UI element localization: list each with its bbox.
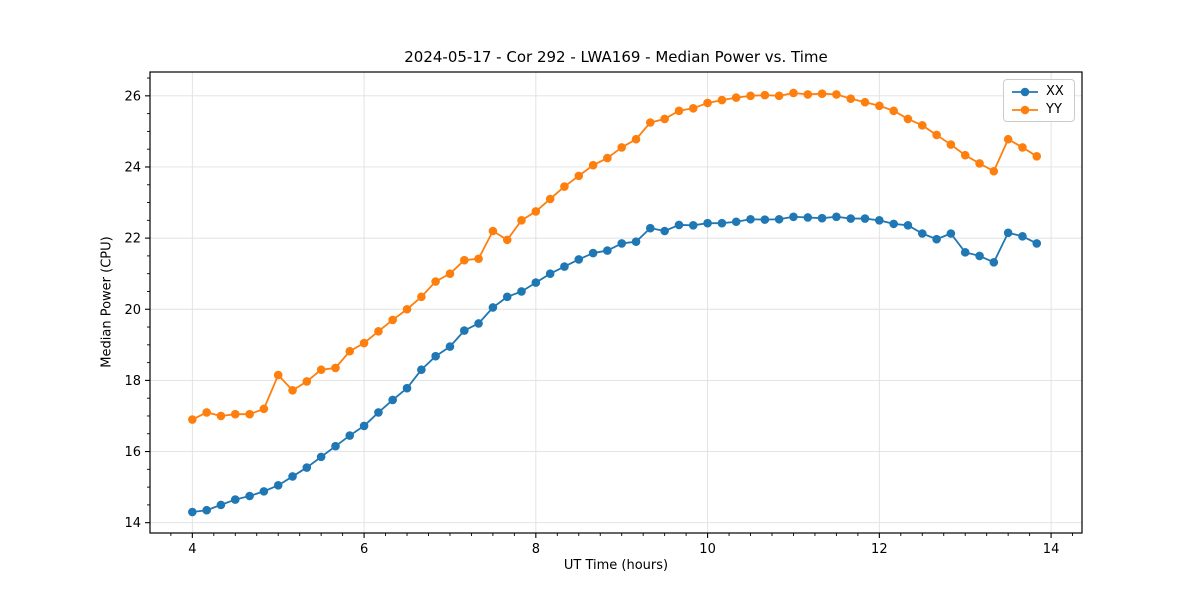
svg-text:26: 26: [124, 89, 141, 104]
gridlines: [150, 72, 1082, 533]
series-yy-markers: [188, 88, 1042, 424]
legend-item-xx: XX: [1010, 84, 1066, 99]
svg-text:14: 14: [124, 516, 141, 531]
x-tick-labels: 4 6 8 10 12 14: [188, 542, 1059, 557]
svg-text:6: 6: [360, 542, 368, 557]
svg-text:20: 20: [124, 303, 141, 318]
y-tick-labels: 14 16 18 20 22 24 26: [124, 89, 141, 531]
legend-label-xx: XX: [1046, 84, 1064, 99]
svg-text:4: 4: [188, 542, 196, 557]
svg-text:12: 12: [871, 542, 888, 557]
series-yy-swatch-icon: [1012, 105, 1038, 114]
y-axis-ticks: [145, 95, 150, 524]
series-xx-markers: [188, 212, 1042, 517]
x-axis-minor-ticks: [170, 533, 1074, 536]
svg-text:14: 14: [1043, 542, 1060, 557]
legend: XX YY: [1003, 79, 1075, 122]
y-axis-label: Median Power (CPU): [99, 236, 115, 368]
svg-text:10: 10: [699, 542, 716, 557]
legend-label-yy: YY: [1046, 102, 1062, 117]
x-axis-ticks: [191, 533, 1052, 538]
svg-text:22: 22: [124, 232, 141, 247]
svg-text:16: 16: [124, 445, 141, 460]
chart-title: 2024-05-17 - Cor 292 - LWA169 - Median P…: [404, 48, 828, 66]
x-axis-label: UT Time (hours): [563, 558, 669, 573]
svg-text:18: 18: [124, 374, 141, 389]
plot-border: [149, 71, 1083, 534]
legend-item-yy: YY: [1010, 102, 1066, 117]
series-xx-swatch-icon: [1012, 87, 1038, 96]
series-xx-line: [192, 215, 1038, 513]
y-axis-minor-ticks: [147, 77, 150, 506]
svg-text:24: 24: [124, 160, 141, 175]
svg-text:8: 8: [532, 542, 540, 557]
